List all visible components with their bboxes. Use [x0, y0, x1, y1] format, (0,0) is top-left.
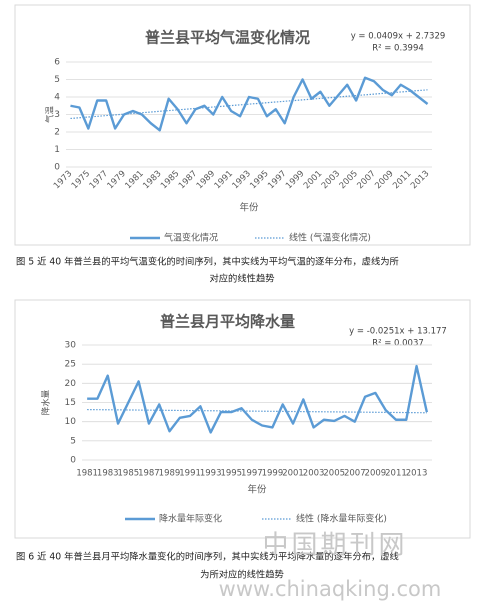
x-tick-label: 1989 [159, 469, 181, 479]
x-tick-label: 2011 [385, 469, 407, 479]
y-tick-label: 0 [54, 163, 60, 173]
legend-label: 气温变化情况 [164, 232, 218, 244]
figure-caption: 图 5 近 40 年普兰县的平均气温变化的时间序列，其中实线为平均气温的逐年分布… [16, 256, 399, 268]
watermark-url: www.chinaqking.com [219, 577, 442, 601]
y-tick-label: 0 [70, 456, 76, 466]
y-tick-label: 1 [54, 145, 60, 155]
x-tick-label: 2003 [303, 469, 325, 479]
x-tick-label: 2001 [282, 469, 304, 479]
y-tick-label: 4 [54, 93, 60, 103]
y-tick-label: 5 [70, 436, 76, 446]
y-tick-label: 3 [54, 110, 60, 120]
x-tick-label: 1983 [97, 469, 119, 479]
x-tick-label: 1993 [200, 469, 222, 479]
trend-equation: y = -0.0251x + 13.177 [349, 327, 447, 337]
watermark-name: 中国期刊网 [262, 531, 407, 561]
x-tick-label: 1987 [138, 469, 160, 479]
x-tick-label: 1991 [179, 469, 201, 479]
trend-equation: y = 0.0409x + 2.7329 [351, 32, 446, 42]
y-tick-label: 5 [54, 75, 60, 85]
data-line [70, 76, 429, 132]
y-tick-label: 30 [65, 341, 77, 351]
figure-caption: 图 6 近 40 年普兰县月平均降水量变化的时间序列，其中实线为平均降水量的逐年… [16, 551, 399, 563]
x-tick-label: 2009 [365, 469, 387, 479]
legend-label: 降水量年际变化 [159, 513, 222, 525]
y-tick-label: 6 [54, 58, 60, 68]
figure-caption: 对应的线性趋势 [209, 273, 274, 285]
x-tick-label: 1995 [220, 469, 242, 479]
x-tick-label: 1999 [262, 469, 284, 479]
chart-title: 普兰县平均气温变化情况 [145, 29, 310, 47]
trend-r2: R² = 0.0037 [372, 339, 424, 349]
x-tick-label: 1981 [76, 469, 98, 479]
chart-title: 普兰县月平均降水量 [160, 313, 295, 331]
y-tick-label: 10 [65, 417, 77, 427]
figure-caption: 为所对应的线性趋势 [200, 569, 284, 581]
x-tick-label: 2013 [406, 469, 428, 479]
x-tick-label: 2007 [344, 469, 366, 479]
x-axis-label: 年份 [247, 484, 267, 496]
legend-label: 线性 (气温变化情况) [289, 232, 371, 244]
trend-line [87, 408, 427, 414]
y-tick-label: 2 [54, 128, 60, 138]
x-axis-label: 年份 [239, 202, 259, 214]
legend-label: 线性 (降水量年际变化) [296, 513, 387, 525]
trend-r2: R² = 0.3994 [372, 44, 424, 54]
x-tick-label: 1985 [118, 469, 140, 479]
y-tick-label: 25 [65, 360, 76, 370]
y-axis-label: 降水量 [41, 389, 52, 415]
data-line [87, 364, 429, 434]
y-tick-label: 20 [65, 379, 77, 389]
y-tick-label: 15 [65, 398, 76, 408]
y-axis-label: 气温 [45, 106, 56, 124]
x-tick-label: 1997 [241, 469, 263, 479]
x-tick-label: 2005 [323, 469, 345, 479]
chart-frame [14, 4, 471, 246]
